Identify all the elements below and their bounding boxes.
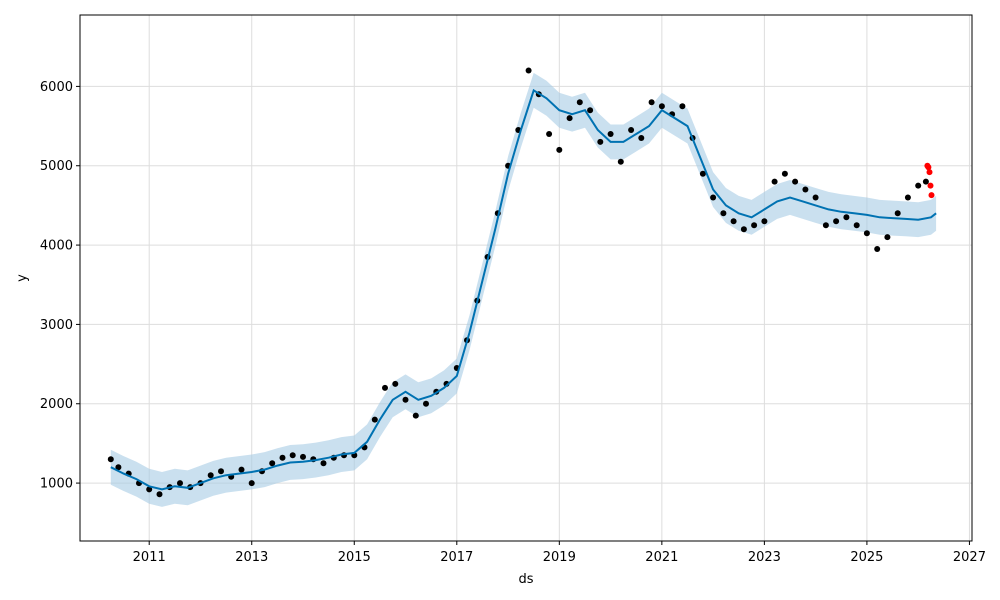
- actual-point: [556, 146, 563, 153]
- actual-point: [218, 468, 224, 475]
- x-tick-label: 2021: [645, 550, 678, 565]
- actual-point: [576, 99, 583, 106]
- actual-point: [648, 99, 655, 106]
- recent-point: [926, 169, 933, 176]
- actual-point: [423, 400, 429, 407]
- actual-point: [525, 67, 532, 74]
- actual-point: [617, 158, 624, 165]
- actual-point: [279, 454, 286, 461]
- actual-point: [115, 464, 122, 471]
- actual-point: [566, 115, 573, 122]
- actual-point: [884, 234, 891, 241]
- actual-point: [177, 480, 183, 487]
- actual-point: [699, 170, 706, 177]
- x-tick-label: 2023: [748, 550, 781, 565]
- y-tick-label: 4000: [40, 239, 73, 254]
- recent-point: [928, 192, 935, 199]
- actual-point: [371, 416, 378, 423]
- y-tick-label: 3000: [40, 318, 73, 333]
- actual-point: [597, 138, 604, 145]
- actual-point: [269, 460, 276, 467]
- x-tick-label: 2013: [235, 550, 268, 565]
- actual-point: [853, 222, 860, 229]
- actual-point: [382, 384, 388, 391]
- actual-point: [546, 131, 553, 137]
- actual-point: [771, 178, 778, 185]
- actual-point: [289, 452, 296, 459]
- y-axis-ticks: 1000 2000 3000 4000 5000 6000: [40, 80, 80, 492]
- actual-point: [894, 210, 901, 217]
- actual-point: [679, 103, 686, 110]
- actual-point: [812, 194, 819, 201]
- actual-point: [156, 491, 163, 498]
- forecast-line-group: [110, 88, 937, 491]
- actual-point: [207, 472, 214, 479]
- x-tick-label: 2011: [133, 550, 166, 565]
- actual-point: [781, 170, 788, 177]
- recent-points: [924, 162, 935, 199]
- actual-point: [412, 412, 419, 419]
- actual-point: [904, 194, 911, 201]
- x-tick-label: 2027: [953, 550, 986, 565]
- actual-point: [402, 396, 409, 403]
- actual-point: [638, 135, 645, 141]
- actual-point: [720, 210, 727, 217]
- actual-point: [740, 226, 747, 233]
- x-axis-ticks: 2011 2013 2015 2017 2019 2021 2023 2025 2027: [133, 541, 986, 565]
- actual-point: [607, 131, 614, 137]
- actual-point: [915, 182, 922, 189]
- x-tick-label: 2019: [543, 550, 576, 565]
- actual-point: [863, 230, 870, 237]
- recent-point: [925, 164, 932, 171]
- actual-point: [300, 453, 306, 460]
- forecast-line: [110, 88, 937, 491]
- x-tick-label: 2015: [338, 550, 371, 565]
- actual-point: [658, 103, 665, 110]
- y-tick-label: 1000: [40, 477, 73, 492]
- actual-point: [146, 486, 153, 493]
- actual-point: [792, 178, 799, 185]
- actual-point: [730, 218, 737, 225]
- actual-point: [587, 107, 594, 114]
- x-axis-label: ds: [518, 572, 533, 587]
- actual-point: [751, 222, 758, 229]
- y-tick-label: 2000: [40, 397, 73, 412]
- y-tick-label: 5000: [40, 159, 73, 174]
- actual-point: [238, 466, 245, 473]
- actual-point: [843, 214, 850, 221]
- actual-point: [922, 178, 929, 185]
- actual-point: [248, 480, 255, 487]
- x-tick-label: 2017: [440, 550, 473, 565]
- actual-point: [392, 380, 399, 387]
- y-tick-label: 6000: [40, 80, 73, 95]
- actual-point: [802, 186, 809, 193]
- actual-point: [107, 456, 114, 463]
- actual-point: [822, 222, 829, 229]
- actual-point: [710, 194, 717, 201]
- y-axis-label: y: [15, 274, 30, 282]
- actual-point: [833, 218, 840, 225]
- actual-point: [320, 460, 327, 467]
- recent-point: [927, 182, 934, 189]
- actual-point: [628, 127, 635, 133]
- actual-point: [761, 218, 768, 225]
- actual-points: [107, 67, 929, 498]
- plot-frame: [79, 14, 973, 542]
- x-tick-label: 2025: [850, 550, 883, 565]
- actual-point: [874, 246, 881, 252]
